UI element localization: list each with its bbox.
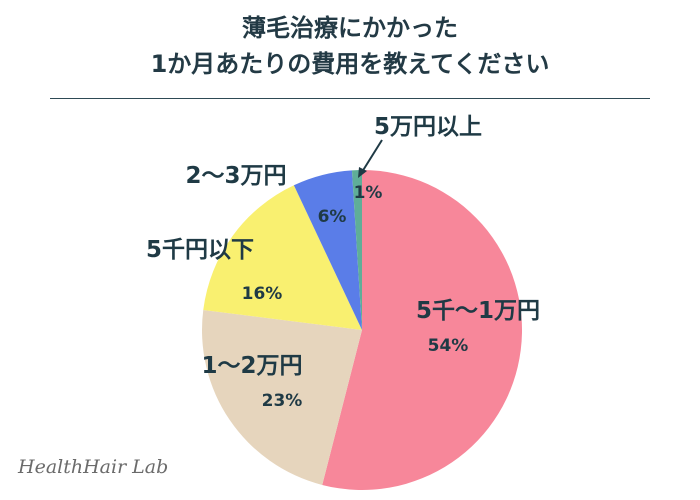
- slice-value-1: 54%: [428, 336, 469, 356]
- slice-label-1: 5千〜1万円: [416, 298, 540, 324]
- pie-slice-3: [203, 185, 362, 330]
- slice-value-5: 1%: [354, 183, 383, 203]
- pie-slice-4: [293, 170, 362, 330]
- slice-value-2: 23%: [262, 391, 303, 411]
- chart-title-line-2: 1か月あたりの費用を教えてください: [150, 50, 550, 78]
- pie-slice-1: [322, 170, 523, 490]
- chart-title-line-1: 薄毛治療にかかった: [242, 14, 458, 42]
- slice-value-3: 16%: [242, 284, 283, 304]
- slice-label-5: 5万円以上: [374, 114, 482, 140]
- leader-line: [361, 139, 383, 173]
- leader-arrowhead: [358, 167, 367, 178]
- watermark-logo: HealthHair Lab: [18, 456, 169, 478]
- title-divider: [50, 98, 650, 99]
- slice-label-2: 1〜2万円: [201, 353, 302, 379]
- chart-title: 薄毛治療にかかった 1か月あたりの費用を教えてください: [0, 10, 700, 82]
- slice-label-3: 5千円以下: [146, 237, 254, 263]
- pie-slice-2: [201, 309, 362, 485]
- slice-value-4: 6%: [318, 207, 347, 227]
- slice-label-4: 2〜3万円: [185, 163, 286, 189]
- pie-slice-5: [351, 170, 362, 330]
